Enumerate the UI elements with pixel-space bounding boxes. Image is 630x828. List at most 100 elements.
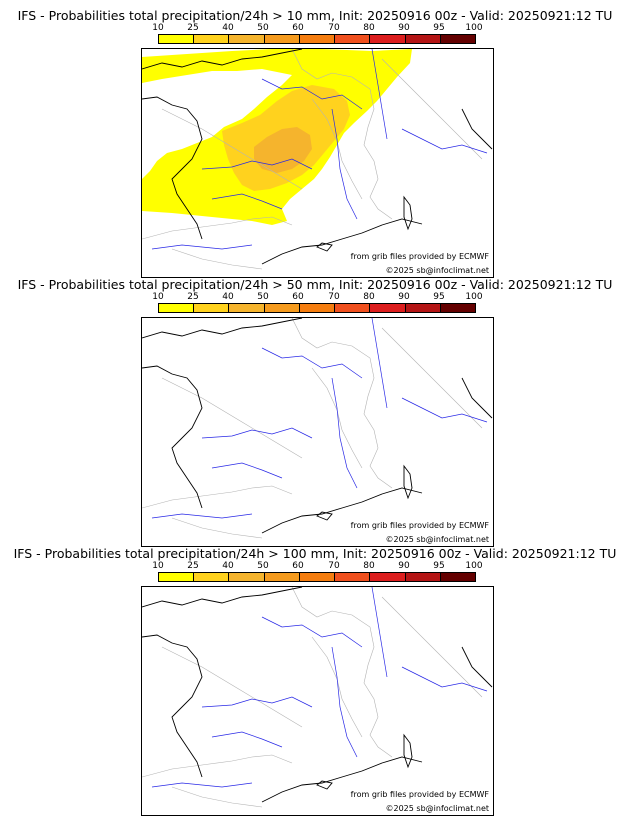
colorbar-segment [264,573,300,581]
map-area: from grib files provided by ECMWF ©2025 … [141,317,494,547]
river-line [401,397,488,423]
river-line [211,731,283,748]
tick-label: 10 [152,23,164,33]
river-line [401,128,488,154]
colorbar-segment [264,35,300,43]
tick-label: 95 [433,23,445,33]
colorbar-segment [299,35,336,43]
source-credit: from grib files provided by ECMWF [350,521,489,530]
coast-line [142,96,203,240]
copyright: ©2025 sb@infoclimat.net [385,266,489,275]
coast-line [142,634,203,778]
tick-label: 50 [257,561,269,571]
colorbar-segment [370,573,406,581]
river-line [331,377,358,489]
river-line [151,244,253,250]
coast-line [403,733,413,769]
colorbar [158,572,476,582]
tick-label: 60 [292,561,304,571]
tick-label: 60 [292,23,304,33]
border-line [311,367,363,469]
colorbar-segment [405,35,441,43]
colorbar-segment [405,573,441,581]
colorbar-segment [335,35,371,43]
coast-line [403,195,413,231]
colorbar-segment [440,35,475,43]
tick-label: 90 [398,561,410,571]
river-line [201,696,313,708]
tick-label: 70 [328,292,340,302]
tick-label: 80 [363,292,375,302]
river-line [201,427,313,439]
copyright: ©2025 sb@infoclimat.net [385,804,489,813]
colorbar-segment [159,573,195,581]
tick-label: 40 [222,561,234,571]
country-borders [142,318,483,539]
river-line [331,646,358,758]
coast-line [142,49,303,70]
tick-label: 25 [187,23,199,33]
colorbar-ticks: 10 25 40 50 60 70 80 90 95 100 [152,23,482,33]
colorbar-segment [159,304,195,312]
copyright: ©2025 sb@infoclimat.net [385,535,489,544]
tick-label: 60 [292,292,304,302]
border-line [142,485,293,509]
tick-label: 40 [222,23,234,33]
tick-label: 90 [398,292,410,302]
colorbar [158,34,476,44]
colorbar-segment [194,573,230,581]
coastlines [142,49,493,265]
colorbar-segment [194,35,230,43]
border-line [291,587,393,758]
coast-line [261,218,423,265]
tick-label: 95 [433,292,445,302]
river-line [371,49,388,140]
tick-label: 25 [187,561,199,571]
border-line [381,327,483,429]
probability-field [142,49,412,225]
country-borders [142,587,483,808]
river-line [401,666,488,692]
tick-label: 95 [433,561,445,571]
colorbar-segment [440,573,475,581]
colorbar-segment [335,573,371,581]
coast-line [461,377,493,419]
border-line [291,49,393,220]
map-area: from grib files provided by ECMWF ©2025 … [141,586,494,816]
colorbar-segment [370,35,406,43]
river-line [201,158,313,170]
colorbar-segment [405,304,441,312]
river-line [261,347,363,379]
coastlines [142,318,493,534]
colorbar-segment [440,304,475,312]
coast-line [142,365,203,509]
colorbar-ticks: 10 25 40 50 60 70 80 90 95 100 [152,292,482,302]
tick-label: 100 [465,292,483,302]
border-line [142,216,293,240]
tick-label: 100 [465,561,483,571]
river-line [261,616,363,648]
tick-label: 70 [328,23,340,33]
colorbar-segment [264,304,300,312]
coast-line [261,487,423,534]
source-credit: from grib files provided by ECMWF [350,790,489,799]
coast-line [316,242,333,252]
tick-label: 10 [152,292,164,302]
tick-label: 50 [257,292,269,302]
country-borders [142,49,483,270]
colorbar-segment [299,304,336,312]
map-panel-50mm: IFS - Probabilities total precipitation/… [0,277,630,547]
border-line [161,108,303,190]
coast-line [142,318,303,339]
border-line [171,786,263,808]
tick-label: 100 [465,23,483,33]
panel-title: IFS - Probabilities total precipitation/… [13,546,617,561]
tick-label: 50 [257,23,269,33]
river-line [331,108,358,220]
tick-label: 40 [222,292,234,302]
panel-title: IFS - Probabilities total precipitation/… [17,277,613,292]
map-panel-100mm: IFS - Probabilities total precipitation/… [0,546,630,816]
river-line [371,587,388,678]
river-line [151,782,253,788]
tick-label: 10 [152,561,164,571]
